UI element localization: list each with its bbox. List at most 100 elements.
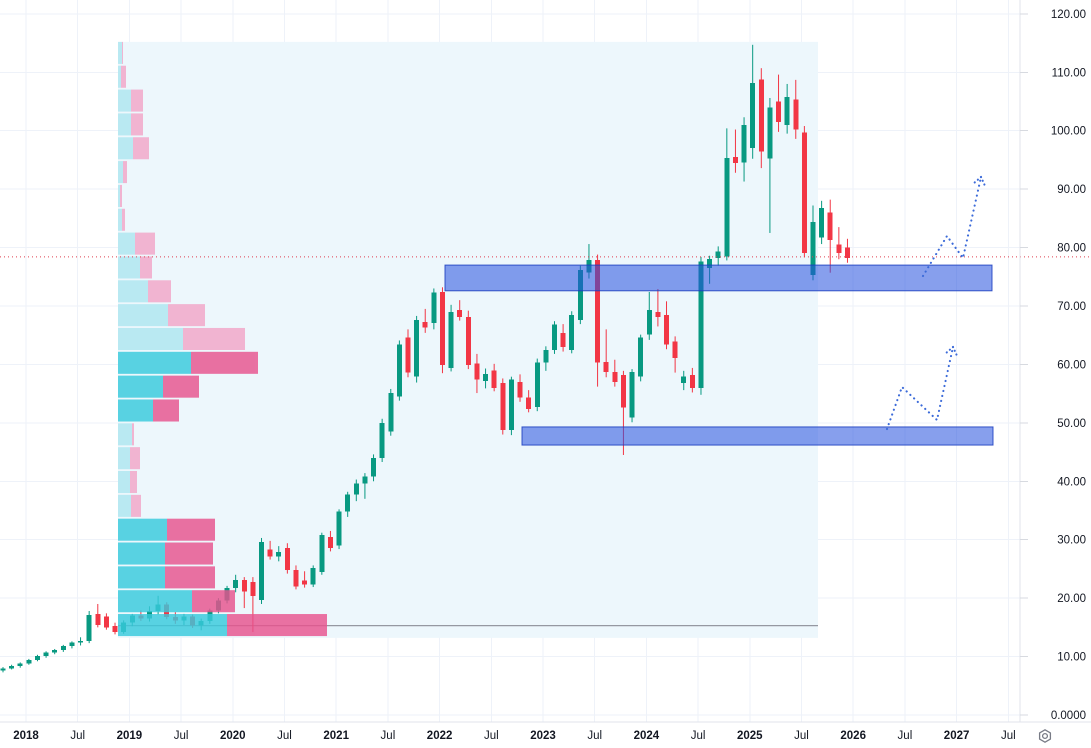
- volume-profile-row[interactable]: [118, 89, 143, 112]
- candle[interactable]: [267, 540, 273, 560]
- candle[interactable]: [577, 265, 583, 325]
- candle[interactable]: [491, 363, 497, 392]
- volume-profile-row[interactable]: [118, 399, 179, 422]
- candle[interactable]: [551, 321, 557, 354]
- candle[interactable]: [336, 509, 342, 550]
- candle[interactable]: [543, 346, 549, 371]
- candle[interactable]: [483, 368, 489, 389]
- candle[interactable]: [26, 658, 32, 665]
- candle[interactable]: [629, 369, 635, 423]
- candle[interactable]: [664, 301, 670, 350]
- candle[interactable]: [86, 610, 92, 644]
- candle[interactable]: [327, 530, 333, 552]
- candle[interactable]: [793, 79, 799, 139]
- candle[interactable]: [508, 376, 514, 436]
- volume-profile-row[interactable]: [118, 304, 205, 327]
- candle[interactable]: [250, 577, 256, 633]
- candle[interactable]: [698, 256, 704, 395]
- candle[interactable]: [655, 289, 661, 327]
- candle[interactable]: [569, 311, 575, 354]
- candle[interactable]: [603, 329, 609, 378]
- volume-profile-row[interactable]: [118, 423, 134, 446]
- candle[interactable]: [819, 200, 825, 245]
- candle[interactable]: [776, 74, 782, 132]
- candle[interactable]: [103, 613, 109, 630]
- supply-zone-rectangle[interactable]: [444, 264, 993, 292]
- candle[interactable]: [371, 454, 377, 482]
- candle[interactable]: [345, 491, 351, 517]
- candle[interactable]: [827, 199, 833, 273]
- candle[interactable]: [9, 664, 15, 670]
- volume-profile-row[interactable]: [118, 590, 235, 613]
- candle[interactable]: [689, 367, 695, 393]
- volume-profile-row[interactable]: [118, 280, 171, 303]
- candle[interactable]: [448, 304, 454, 372]
- candle[interactable]: [241, 577, 247, 609]
- candle[interactable]: [439, 287, 445, 374]
- candle[interactable]: [362, 473, 368, 499]
- price-axis-settings-gear-icon[interactable]: [1038, 729, 1052, 743]
- upper-projection-arrow[interactable]: [921, 175, 986, 278]
- candle[interactable]: [431, 288, 437, 330]
- candle[interactable]: [457, 300, 463, 321]
- volume-profile-row[interactable]: [118, 256, 152, 279]
- candle[interactable]: [715, 246, 721, 266]
- candle[interactable]: [284, 543, 290, 574]
- candle[interactable]: [310, 565, 316, 588]
- candle[interactable]: [784, 83, 790, 134]
- candle[interactable]: [672, 336, 678, 373]
- lower-projection-arrow[interactable]: [885, 345, 958, 431]
- candle[interactable]: [517, 374, 523, 402]
- candle[interactable]: [43, 651, 49, 658]
- candle[interactable]: [810, 205, 816, 281]
- volume-profile-row[interactable]: [118, 351, 258, 374]
- candle[interactable]: [732, 129, 738, 173]
- candle[interactable]: [560, 324, 566, 352]
- volume-profile-row[interactable]: [118, 161, 127, 184]
- volume-profile-row[interactable]: [118, 447, 140, 470]
- candle[interactable]: [379, 418, 385, 462]
- volume-profile-row[interactable]: [118, 494, 141, 517]
- candle[interactable]: [500, 378, 506, 435]
- candle[interactable]: [396, 340, 402, 401]
- candle[interactable]: [52, 648, 58, 655]
- candle[interactable]: [414, 315, 420, 383]
- candle[interactable]: [95, 603, 101, 628]
- candle[interactable]: [319, 532, 325, 575]
- candle[interactable]: [474, 353, 480, 394]
- demand-zone-rectangle[interactable]: [521, 426, 994, 446]
- volume-profile-row[interactable]: [118, 470, 137, 494]
- candle[interactable]: [595, 254, 601, 387]
- candle[interactable]: [60, 644, 66, 652]
- volume-profile-row[interactable]: [118, 327, 245, 350]
- candle[interactable]: [801, 126, 807, 258]
- candle[interactable]: [422, 308, 428, 333]
- candle[interactable]: [17, 662, 23, 668]
- volume-profile-row[interactable]: [118, 518, 215, 541]
- candle[interactable]: [276, 546, 282, 562]
- candle[interactable]: [534, 358, 540, 412]
- candle[interactable]: [112, 622, 118, 635]
- volume-profile-row[interactable]: [118, 542, 213, 565]
- candle[interactable]: [302, 571, 308, 588]
- candle[interactable]: [388, 388, 394, 436]
- candle[interactable]: [69, 641, 75, 649]
- candle[interactable]: [293, 565, 299, 590]
- candle[interactable]: [724, 128, 730, 261]
- candle[interactable]: [612, 359, 618, 387]
- candle[interactable]: [0, 667, 6, 673]
- candle[interactable]: [844, 238, 850, 263]
- volume-profile-row[interactable]: [118, 614, 327, 637]
- candle[interactable]: [758, 68, 764, 169]
- volume-profile-row[interactable]: [118, 113, 143, 136]
- candle[interactable]: [78, 637, 84, 646]
- candle[interactable]: [405, 329, 411, 378]
- candle[interactable]: [353, 479, 359, 502]
- price-axis[interactable]: 120.00 110.00 100.00 90.00 80.00 70.00 60.00 50…: [1020, 9, 1086, 722]
- candle[interactable]: [526, 390, 532, 413]
- candle[interactable]: [620, 370, 626, 455]
- candle[interactable]: [638, 334, 644, 382]
- candle[interactable]: [836, 227, 842, 260]
- candle[interactable]: [465, 310, 471, 370]
